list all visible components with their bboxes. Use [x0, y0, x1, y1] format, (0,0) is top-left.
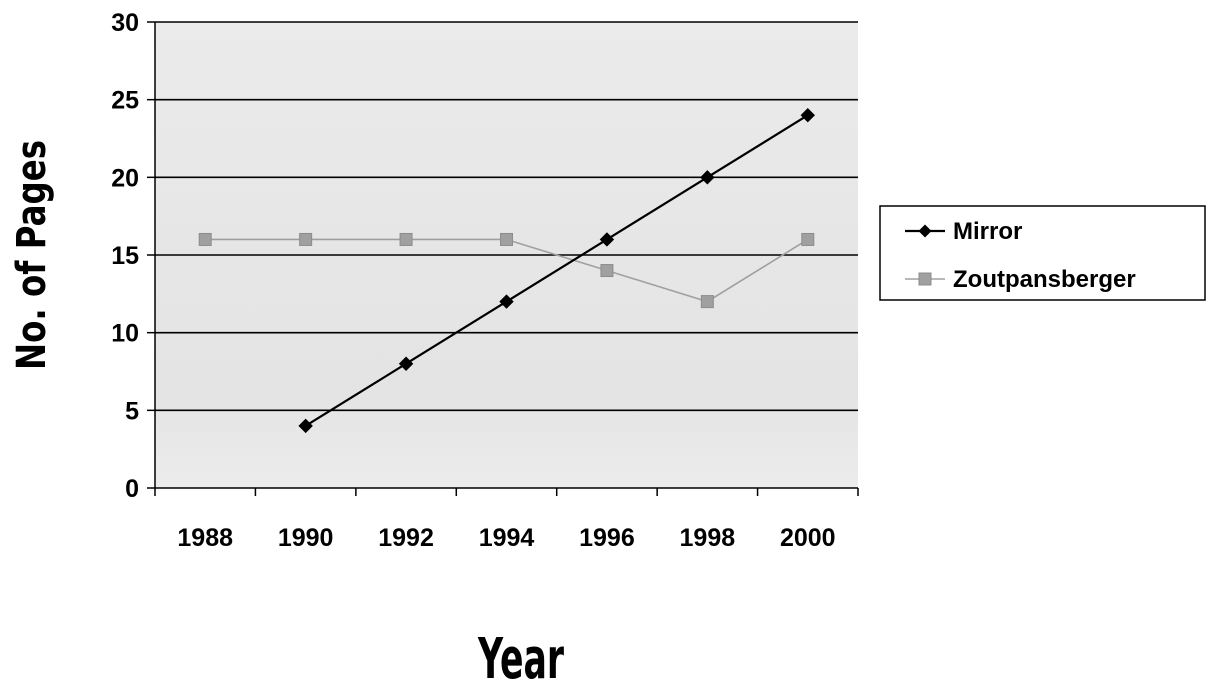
y-tick-label: 30 — [111, 9, 139, 37]
data-point — [399, 232, 413, 246]
data-point — [500, 232, 513, 246]
data-point — [600, 264, 614, 278]
series-mirror — [298, 107, 815, 434]
series-layer — [198, 107, 815, 434]
x-axis-title: Year — [477, 627, 564, 687]
data-point — [198, 232, 212, 246]
y-tick-label: 5 — [125, 397, 139, 425]
x-tick-label: 1990 — [278, 524, 334, 552]
x-tick-label: 1992 — [378, 524, 434, 552]
series-line-mirror — [305, 114, 809, 427]
y-tick-label: 0 — [125, 475, 139, 503]
legend-entry: Mirror — [905, 218, 1022, 245]
y-tick-label: 15 — [111, 242, 139, 270]
y-axis-ticks: 0 5 10 15 20 25 30 — [111, 9, 155, 503]
legend: Mirror Zoutpansberger — [879, 205, 1206, 301]
y-tick-label: 20 — [111, 164, 139, 192]
x-axis-ticks: 1988 1990 1992 1994 1996 1998 2000 — [154, 488, 859, 552]
data-point — [398, 356, 414, 371]
legend-label: Mirror — [953, 218, 1022, 245]
grid-lines — [155, 21, 858, 412]
legend-entry: Zoutpansberger — [905, 266, 1136, 293]
data-point — [299, 232, 313, 246]
data-point — [800, 107, 815, 123]
data-point — [599, 232, 615, 247]
data-point — [298, 418, 313, 434]
x-tick-label: 1994 — [479, 524, 535, 552]
x-tick-label: 1988 — [177, 524, 233, 552]
legend-box — [879, 205, 1206, 301]
y-tick-label: 25 — [111, 87, 139, 115]
legend-marker — [918, 272, 932, 286]
data-point — [801, 232, 815, 246]
x-tick-label: 2000 — [780, 524, 836, 552]
y-tick-label: 10 — [111, 320, 139, 348]
x-tick-label: 1996 — [579, 524, 635, 552]
data-point — [499, 294, 514, 309]
data-point — [700, 295, 714, 309]
y-axis-title: No. of Pages — [9, 140, 55, 370]
x-tick-label: 1998 — [680, 524, 736, 552]
data-point — [700, 170, 715, 185]
series-zoutpansberger — [198, 232, 815, 309]
legend-label: Zoutpansberger — [953, 266, 1136, 293]
legend-marker — [918, 224, 932, 238]
